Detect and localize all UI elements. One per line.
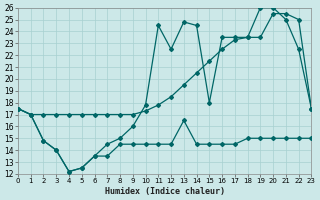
X-axis label: Humidex (Indice chaleur): Humidex (Indice chaleur) (105, 187, 225, 196)
